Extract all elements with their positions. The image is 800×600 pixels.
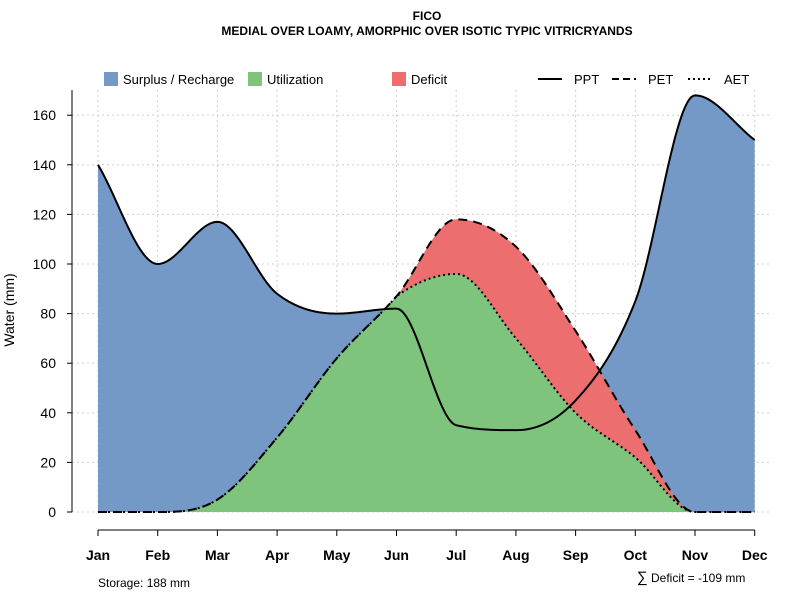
legend-label-pet: PET (648, 72, 673, 87)
x-tick-label-jul: Jul (446, 547, 466, 563)
sum-symbol: ∑ (637, 569, 648, 586)
y-axis-label: Water (mm) (1, 273, 17, 346)
chart-title: FICO (413, 9, 442, 23)
legend-swatch-deficit (392, 72, 406, 86)
utilization-area (98, 273, 755, 512)
x-tick-label-sep: Sep (563, 547, 589, 563)
y-tick-label-140: 140 (33, 157, 57, 173)
deficit-area (98, 219, 755, 513)
deficit-total-text: Deficit = -109 mm (651, 571, 745, 585)
series-lines (97, 94, 756, 513)
x-tick-label-mar: Mar (205, 547, 230, 563)
y-tick-label-120: 120 (33, 206, 57, 222)
legend-label-deficit: Deficit (411, 72, 448, 87)
storage-text: Storage: 188 mm (98, 576, 190, 590)
legend-swatch-surplus-recharge (104, 72, 118, 86)
y-tick-label-0: 0 (48, 504, 56, 520)
ppt-line (97, 94, 756, 432)
chart-subtitle: MEDIAL OVER LOAMY, AMORPHIC OVER ISOTIC … (221, 24, 632, 38)
y-tick-label-80: 80 (40, 306, 56, 322)
x-tick-label-aug: Aug (502, 547, 529, 563)
x-tick-label-oct: Oct (624, 547, 648, 563)
x-tick-label-apr: Apr (265, 547, 290, 563)
x-tick-label-dec: Dec (742, 547, 768, 563)
x-tick-label-may: May (323, 547, 350, 563)
area-fills (98, 95, 755, 513)
y-tick-label-40: 40 (40, 405, 56, 421)
legend: Surplus / Recharge Utilization Deficit PPT P… (104, 72, 749, 87)
y-tick-label-60: 60 (40, 355, 56, 371)
x-tick-label-nov: Nov (682, 547, 709, 563)
axes: 0 20 40 60 80 100 120 140 160 Jan Feb Mar Apr May Jun J… (33, 90, 768, 563)
legend-label-utilization: Utilization (267, 72, 323, 87)
legend-label-surplus-recharge: Surplus / Recharge (123, 72, 234, 87)
legend-label-ppt: PPT (574, 72, 599, 87)
x-tick-label-jan: Jan (86, 547, 110, 563)
legend-label-aet: AET (724, 72, 749, 87)
y-tick-label-20: 20 (40, 454, 56, 470)
legend-swatch-utilization (248, 72, 262, 86)
y-tick-label-160: 160 (33, 107, 57, 123)
x-tick-label-feb: Feb (145, 547, 170, 563)
pet-line (98, 218, 755, 513)
x-tick-label-jun: Jun (384, 547, 409, 563)
y-tick-label-100: 100 (33, 256, 57, 272)
